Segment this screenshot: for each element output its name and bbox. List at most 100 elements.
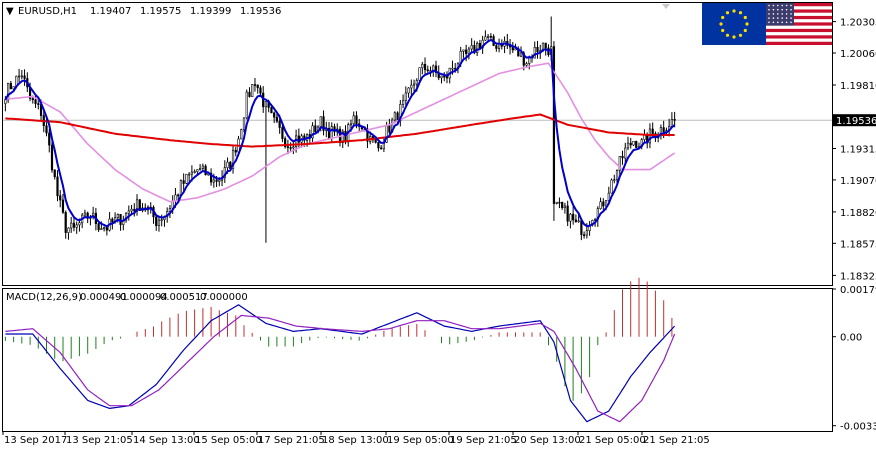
x-tick-label: 17 Sep 21:05: [258, 435, 325, 446]
candle-body: [100, 228, 103, 231]
candle-body: [462, 49, 465, 52]
candle-body: [56, 176, 59, 197]
candle-body: [226, 161, 229, 168]
candle-body: [273, 112, 276, 118]
candle-body: [259, 87, 262, 94]
candle-body: [311, 125, 314, 139]
chart-menu-arrow[interactable]: ▼: [6, 6, 14, 17]
candle-body: [322, 116, 325, 131]
candle-body: [75, 224, 78, 228]
candle-body: [484, 36, 487, 41]
eu-star: [732, 35, 736, 39]
candle-body: [248, 91, 251, 97]
us-star: [785, 4, 788, 7]
ohlc-close: 1.19536: [240, 6, 281, 17]
candle-body: [182, 180, 185, 184]
scroll-shift-icon[interactable]: [662, 4, 670, 9]
candle-body: [190, 171, 193, 175]
candle-body: [199, 168, 202, 170]
macd-y-tick-label: -0.003351: [840, 422, 876, 433]
candle-body: [522, 52, 525, 66]
candle-body: [476, 42, 479, 53]
candle-body: [168, 208, 172, 212]
candle-body: [355, 115, 358, 125]
candle-body: [297, 135, 300, 143]
candle-body: [621, 156, 624, 159]
candle-body: [119, 214, 122, 225]
candle-body: [218, 179, 221, 182]
candle-body: [635, 141, 638, 148]
candle-body: [179, 180, 183, 196]
us-star: [781, 21, 783, 24]
us-star: [768, 8, 770, 11]
macd-label: MACD(12,26,9): [6, 292, 82, 303]
us-star: [768, 4, 770, 7]
eu-flag-icon: [702, 3, 766, 45]
candle-body: [193, 171, 196, 173]
us-stripe: [766, 35, 832, 39]
us-stripe: [766, 41, 832, 45]
x-tick-label: 19 Sep 21:05: [450, 435, 517, 446]
candle-body: [330, 126, 333, 139]
current-price-box: [833, 114, 876, 127]
us-stripe: [766, 3, 832, 7]
candle-body: [242, 117, 246, 131]
candle-body: [253, 84, 257, 86]
us-star: [781, 4, 783, 7]
candle-body: [196, 169, 199, 172]
candle-body: [613, 179, 616, 181]
macd-panel-frame: [2, 288, 833, 432]
ohlc-open: 1.19407: [90, 6, 131, 17]
candle-body: [544, 42, 547, 49]
y-tick-label: 1.20060: [840, 49, 876, 60]
candle-body: [555, 201, 558, 204]
x-tick-label: 13 Sep 21:05: [66, 435, 133, 446]
us-star: [777, 21, 779, 24]
us-stripe: [766, 22, 832, 26]
candle-body: [111, 218, 114, 223]
candle-body: [103, 227, 106, 229]
candle-body: [7, 83, 10, 101]
candle-body: [138, 199, 141, 211]
candle-body: [59, 195, 62, 201]
candle-body: [215, 179, 218, 182]
candle-body: [421, 64, 424, 69]
us-star: [785, 13, 788, 15]
us-star: [772, 4, 775, 7]
candle-body: [234, 149, 237, 153]
candle-body: [519, 52, 523, 57]
us-star: [785, 17, 788, 19]
us-star: [790, 4, 792, 7]
us-star: [777, 13, 779, 15]
candle-body: [604, 200, 608, 207]
candle-body: [481, 39, 484, 49]
candle-body: [412, 83, 416, 86]
candle-body: [377, 142, 380, 149]
y-tick-label: 1.19315: [840, 145, 876, 156]
y-tick-label: 1.18820: [840, 208, 876, 219]
candle-body: [160, 219, 163, 221]
candle-body: [34, 99, 37, 104]
candle-body: [31, 98, 34, 101]
candle-body: [399, 104, 402, 121]
candle-body: [185, 174, 188, 184]
candle-body: [256, 84, 259, 89]
us-star: [768, 21, 770, 24]
x-tick-label: 21 Sep 21:05: [643, 435, 710, 446]
ohlc-high: 1.19575: [140, 6, 181, 17]
x-tick-label: 13 Sep 2017: [4, 435, 67, 446]
candle-body: [212, 179, 215, 183]
candle-body: [341, 130, 344, 143]
candle-body: [177, 194, 180, 197]
candle-body: [426, 69, 429, 72]
candle-body: [17, 75, 21, 78]
candle-body: [78, 222, 81, 226]
candle-body: [275, 116, 279, 122]
candle-body: [577, 220, 580, 223]
candle-body: [83, 212, 87, 216]
y-tick-label: 1.19070: [840, 176, 876, 187]
candle-body: [407, 87, 410, 94]
us-star: [772, 21, 775, 24]
ohlc-low: 1.19399: [190, 6, 231, 17]
